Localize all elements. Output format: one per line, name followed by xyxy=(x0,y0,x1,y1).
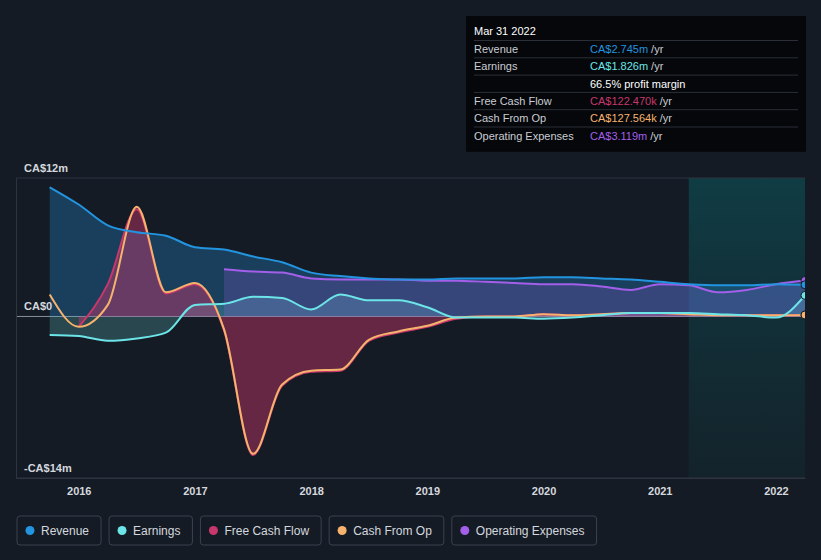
legend-label: Revenue xyxy=(41,524,89,538)
legend-swatch xyxy=(460,526,469,535)
grid-line xyxy=(16,478,805,479)
end-point xyxy=(801,311,805,319)
plot-area xyxy=(50,187,805,455)
tick-label: 2020 xyxy=(532,485,556,497)
legend-label: Earnings xyxy=(133,524,180,538)
tooltip-value-text: CA$1.826m xyxy=(590,60,648,72)
tooltip-separator xyxy=(474,75,798,76)
x-tick: 2019 xyxy=(416,478,440,497)
highlight-region xyxy=(689,178,805,478)
legend-box[interactable] xyxy=(452,516,597,545)
x-axis: 2016 2017 2018 2019 2020 2021 2022 xyxy=(17,478,806,497)
tooltip: Mar 31 2022 Revenue CA$2.745m/yr Earnings CA… xyxy=(466,16,806,152)
series-line xyxy=(50,207,805,454)
tick-label: -CA$14m xyxy=(24,462,72,474)
tooltip-separator xyxy=(474,57,798,58)
x-tick: 2016 xyxy=(67,478,91,497)
legend-swatch xyxy=(118,526,127,535)
y-axis: CA$12m CA$0 -CA$14m xyxy=(16,162,72,479)
tooltip-label: Operating Expenses xyxy=(474,130,574,142)
tooltip-value-text: 66.5% profit margin xyxy=(590,78,685,90)
y-tick: CA$12m xyxy=(16,162,68,179)
y-tick: -CA$14m xyxy=(16,462,72,479)
x-tick: 2020 xyxy=(532,478,556,497)
tooltip-title: Mar 31 2022 xyxy=(474,25,536,37)
legend-box[interactable] xyxy=(17,516,101,545)
x-tick: 2022 xyxy=(764,478,788,497)
legend-box[interactable] xyxy=(329,516,444,545)
tooltip-value: CA$122.470k/yr xyxy=(590,95,672,107)
legend-item[interactable]: Operating Expenses xyxy=(452,516,597,545)
legend-item[interactable]: Earnings xyxy=(109,516,192,545)
end-point xyxy=(801,291,805,299)
tooltip-unit: /yr xyxy=(660,95,673,107)
tooltip-box xyxy=(466,16,806,152)
legend-label: Cash From Op xyxy=(353,524,432,538)
tooltip-value: CA$127.564k/yr xyxy=(590,112,672,124)
tick-label: CA$0 xyxy=(24,300,52,312)
x-tick: 2018 xyxy=(299,478,323,497)
axis-line xyxy=(17,478,806,479)
tick-label: CA$12m xyxy=(24,162,68,174)
legend-item[interactable]: Revenue xyxy=(17,516,101,545)
chart-container: CA$12m CA$0 -CA$14m 2016 2017 2018 2019 2020 202… xyxy=(0,0,821,560)
x-tick: 2021 xyxy=(648,478,672,497)
background xyxy=(0,0,821,560)
tooltip-separator xyxy=(474,127,798,128)
tooltip-value-text: CA$3.119m xyxy=(590,130,647,142)
tick-label: 2022 xyxy=(764,485,788,497)
chart-svg: CA$12m CA$0 -CA$14m 2016 2017 2018 2019 2020 202… xyxy=(0,0,821,560)
tooltip-separator xyxy=(474,109,798,110)
y-tick: CA$0 xyxy=(16,300,52,317)
tooltip-value: CA$1.826m/yr xyxy=(590,60,664,72)
legend-box[interactable] xyxy=(109,516,192,545)
tooltip-separator xyxy=(474,40,798,41)
end-point xyxy=(801,311,805,319)
tick-label: 2019 xyxy=(416,485,440,497)
tooltip-value-text: CA$127.564k xyxy=(590,112,657,124)
tooltip-separator xyxy=(474,92,798,93)
legend: Revenue Earnings Free Cash Flow Cash From O… xyxy=(17,516,597,545)
tooltip-unit: /yr xyxy=(651,60,664,72)
tick-label: 2016 xyxy=(67,485,91,497)
legend-label: Free Cash Flow xyxy=(224,524,309,538)
tooltip-unit: /yr xyxy=(650,130,663,142)
tooltip-label: Earnings xyxy=(474,60,518,72)
tooltip-label: Cash From Op xyxy=(474,112,546,124)
tooltip-value-text: CA$122.470k xyxy=(590,95,657,107)
grid xyxy=(16,178,805,478)
grid-line xyxy=(16,178,805,179)
legend-item[interactable]: Free Cash Flow xyxy=(200,516,321,545)
axis-line xyxy=(16,179,17,479)
tooltip-unit: /yr xyxy=(651,43,664,55)
legend-box[interactable] xyxy=(200,516,321,545)
tooltip-unit: /yr xyxy=(660,112,673,124)
legend-item[interactable]: Cash From Op xyxy=(329,516,444,545)
legend-swatch xyxy=(26,526,35,535)
legend-swatch xyxy=(209,526,218,535)
tick-label: 2021 xyxy=(648,485,672,497)
tooltip-label: Revenue xyxy=(474,43,518,55)
series-line xyxy=(50,295,805,341)
tooltip-value: CA$3.119m/yr xyxy=(590,130,663,142)
tooltip-value: 66.5% profit margin xyxy=(590,78,685,90)
series-line xyxy=(50,187,805,285)
legend-swatch xyxy=(338,526,347,535)
tooltip-value: CA$2.745m/yr xyxy=(590,43,664,55)
series-area xyxy=(50,207,805,454)
tooltip-label: Free Cash Flow xyxy=(474,95,552,107)
x-tick: 2017 xyxy=(183,478,207,497)
legend-label: Operating Expenses xyxy=(476,524,585,538)
tick-label: 2018 xyxy=(299,485,323,497)
end-point xyxy=(801,281,805,289)
tick-label: 2017 xyxy=(183,485,207,497)
tooltip-value-text: CA$2.745m xyxy=(590,43,648,55)
